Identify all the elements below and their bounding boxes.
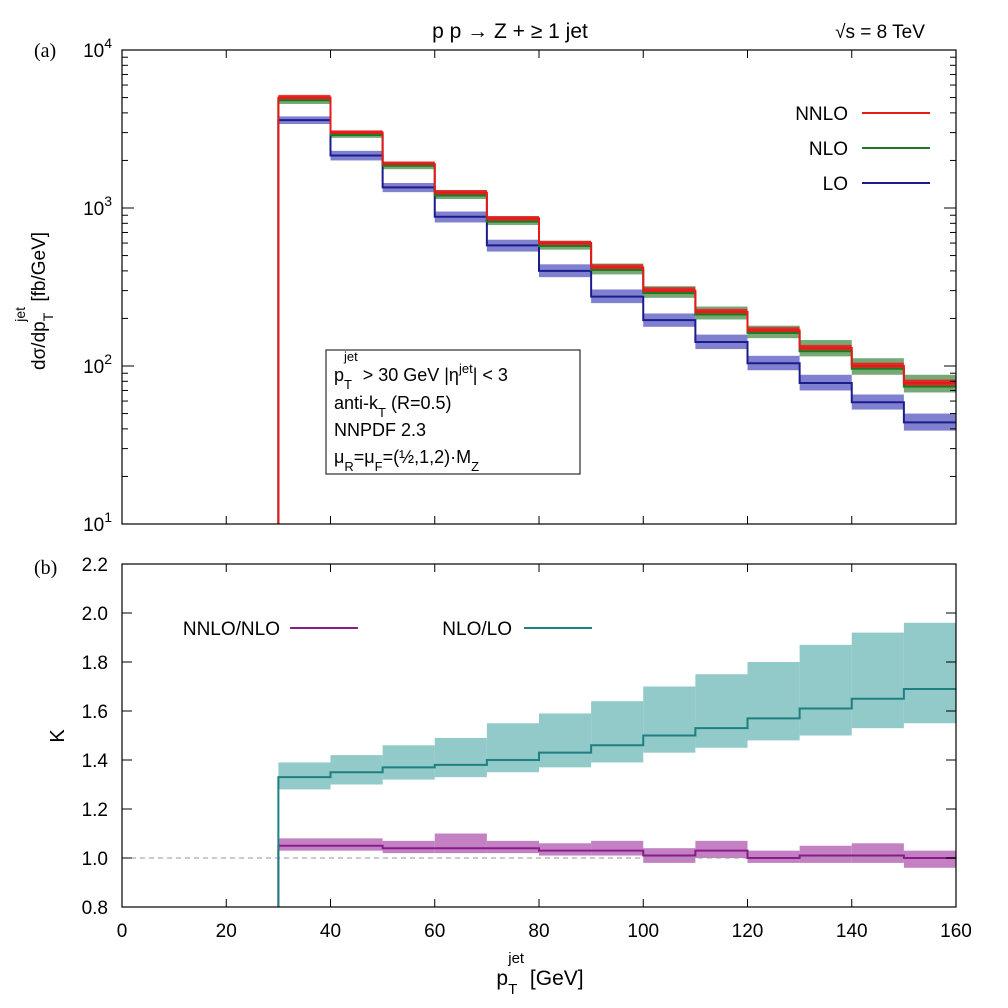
bottom-nlo-lo-band-bin xyxy=(278,762,331,790)
bottom-nlo-lo-band-bin xyxy=(747,662,800,741)
bottom-y-tick-label: 1.6 xyxy=(82,702,108,723)
bottom-nnlo-nlo-band-bin xyxy=(434,833,487,854)
bottom-y-tick-label: 1.4 xyxy=(82,751,109,772)
bottom-nlo-lo-band-bin xyxy=(591,701,644,763)
bottom-x-tick-label: 0 xyxy=(117,921,128,942)
bottom-nlo-lo-band-bin xyxy=(486,723,539,773)
bottom-bands xyxy=(278,622,956,868)
bottom-nlo-lo-band-bin xyxy=(330,755,383,785)
top-lines xyxy=(277,96,956,524)
bottom-ticks: 0 20 40 60 80 100 120 140 160 0.8 1.0 1.2 1.4 1.6 1.8 2… xyxy=(82,555,972,942)
bottom-nnlo-nlo-band-bin xyxy=(695,840,748,858)
bottom-nnlo-nlo-band-bin xyxy=(330,838,383,851)
top-ticks: 101 102 103 104 xyxy=(83,35,957,536)
bottom-nnlo-nlo-band-bin xyxy=(382,840,435,854)
bottom-nlo-lo-line xyxy=(277,687,956,907)
bottom-nnlo-nlo-band-bin xyxy=(851,843,904,863)
bottom-nlo-lo-band-bin xyxy=(799,644,852,736)
info-box: pTjet > 30 GeV |ηjet| < 3 anti-kT (R=0.5… xyxy=(325,349,581,475)
legend-label-nlo-lo: NLO/LO xyxy=(442,619,512,640)
top-nnlo-line xyxy=(277,96,956,524)
bottom-nnlo-nlo-band-bin xyxy=(539,843,592,856)
bottom-x-tick-label: 160 xyxy=(940,921,972,942)
top-y-tick-label: 101 xyxy=(83,509,112,536)
panel-b-tag: (b) xyxy=(34,557,57,579)
bottom-x-tick-label: 100 xyxy=(627,921,659,942)
bottom-nnlo-nlo-band-bin xyxy=(591,840,644,856)
bottom-nnlo-nlo-band-bin xyxy=(747,850,800,863)
bottom-x-tick-label: 140 xyxy=(836,921,868,942)
bottom-y-tick-label: 0.8 xyxy=(82,898,108,919)
top-legend: NNLO NLO LO xyxy=(795,104,930,195)
bottom-x-tick-label: 40 xyxy=(320,921,341,942)
bottom-y-tick-label: 1.0 xyxy=(82,849,108,870)
panel-a-tag: (a) xyxy=(34,40,56,62)
bottom-y-tick-label: 1.2 xyxy=(82,800,108,821)
bottom-y-tick-label: 1.8 xyxy=(82,653,108,674)
bottom-nlo-lo-band-bin xyxy=(695,674,748,748)
bottom-nnlo-nlo-band-bin xyxy=(799,845,852,863)
top-y-tick-label: 104 xyxy=(83,35,112,62)
legend-label-nnlo-nlo: NNLO/NLO xyxy=(183,619,280,640)
bottom-x-tick-label: 20 xyxy=(216,921,237,942)
sqrt-s-label: √s = 8 TeV xyxy=(835,22,925,43)
bottom-x-tick-label: 120 xyxy=(732,921,764,942)
top-y-axis-label: dσ/dpTjet [fb/GeV] xyxy=(12,232,56,370)
bottom-nlo-lo-band-bin xyxy=(643,686,696,753)
bottom-nnlo-nlo-band-bin xyxy=(278,838,331,851)
bottom-x-tick-label: 80 xyxy=(528,921,549,942)
legend-label-nnlo: NNLO xyxy=(795,104,848,125)
bottom-y-tick-label: 2.2 xyxy=(82,555,108,576)
legend-label-nlo: NLO xyxy=(809,139,848,160)
bottom-y-tick-label: 2.0 xyxy=(82,604,108,625)
bottom-nlo-lo-band-bin xyxy=(382,745,435,780)
svg-text:pTjet > 30 GeV |ηjet| < 3: pTjet > 30 GeV |ηjet| < 3 xyxy=(334,349,508,392)
svg-text:μR=μF=(½,1,2)·MZ: μR=μF=(½,1,2)·MZ xyxy=(334,447,479,474)
bottom-lines xyxy=(122,687,956,907)
bottom-nlo-lo-band-bin xyxy=(851,632,904,729)
bottom-x-tick-label: 60 xyxy=(424,921,445,942)
bottom-legend: NNLO/NLO NLO/LO xyxy=(183,619,592,640)
legend-label-lo: LO xyxy=(823,174,848,195)
bottom-nnlo-nlo-band-bin xyxy=(903,850,956,868)
top-y-tick-label: 103 xyxy=(83,193,112,220)
top-y-tick-label: 102 xyxy=(83,351,112,378)
bottom-nnlo-nlo-line xyxy=(277,844,956,907)
bottom-nlo-lo-band-bin xyxy=(903,622,956,724)
bottom-nlo-lo-band-bin xyxy=(434,737,487,778)
bottom-y-axis-label: K xyxy=(47,729,69,743)
svg-text:anti-kT (R=0.5): anti-kT (R=0.5) xyxy=(334,393,452,420)
bottom-nlo-lo-band-bin xyxy=(539,713,592,768)
info-box-pdf: NNPDF 2.3 xyxy=(334,420,426,440)
process-title: p p → Z + ≥ 1 jet xyxy=(432,20,588,43)
bottom-nnlo-nlo-band-bin xyxy=(486,840,539,854)
x-axis-label: pTjet [GeV] xyxy=(496,950,583,998)
